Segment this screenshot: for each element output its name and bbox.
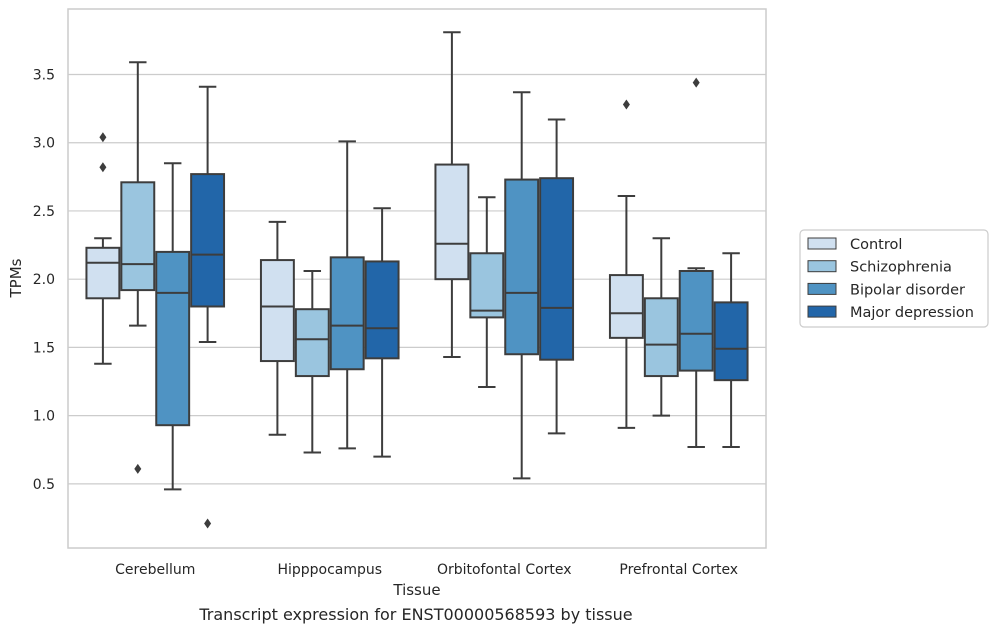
y-tick-label: 3.5 [33, 67, 55, 83]
legend-swatch [807, 282, 837, 295]
box-group [259, 220, 295, 436]
x-tick-label: Cerebellum [115, 562, 195, 578]
box [469, 252, 505, 319]
box-group [608, 99, 644, 429]
y-axis-ticks: 0.5 1.0 1.5 2.0 2.5 3.0 3.5 [33, 67, 55, 492]
box-group [155, 162, 191, 491]
box [190, 173, 226, 308]
box [155, 250, 191, 427]
box-group [120, 61, 156, 474]
box [678, 269, 714, 372]
outlier-point [134, 463, 142, 474]
chart-caption: Transcript expression for ENST0000056859… [199, 605, 633, 624]
y-tick-label: 3.0 [33, 136, 55, 152]
box [608, 274, 644, 339]
box-group [190, 85, 226, 529]
y-tick-label: 1.5 [33, 340, 55, 356]
x-tick-label: Prefrontal Cortex [619, 562, 738, 578]
box [364, 260, 400, 360]
legend-label: Schizophrenia [850, 260, 952, 276]
outlier-point [99, 162, 107, 173]
box-group [294, 269, 330, 454]
box-group [469, 196, 505, 388]
box [504, 178, 540, 356]
box [434, 163, 470, 281]
x-axis-ticks: Cerebellum Hipppocampus Orbitofontal Corte… [115, 562, 738, 578]
box [259, 259, 295, 363]
legend-label: Bipolar disorder [850, 282, 965, 298]
box [539, 177, 575, 361]
legend-label: Major depression [850, 305, 974, 321]
y-tick-label: 1.0 [33, 409, 55, 425]
box-group [643, 237, 679, 417]
x-axis-label: Tissue [392, 581, 440, 599]
outlier-point [622, 99, 630, 110]
box-group [504, 91, 540, 480]
outlier-point [204, 518, 212, 529]
legend-label: Control [850, 237, 902, 253]
y-axis-label: TPMs [7, 258, 25, 298]
box-plot-boxes [85, 31, 749, 529]
outlier-point [99, 132, 107, 143]
box-group [678, 77, 714, 449]
box-group [329, 140, 365, 450]
box [85, 246, 121, 300]
box-group [713, 252, 749, 449]
box-group [364, 207, 400, 458]
box-group [434, 31, 470, 358]
legend-swatch [807, 237, 837, 250]
y-tick-label: 2.5 [33, 204, 55, 220]
legend: Control Schizophrenia Bipolar disorder Majo… [799, 229, 989, 328]
box [643, 297, 679, 378]
box [120, 181, 156, 292]
box [713, 301, 749, 382]
y-tick-label: 0.5 [33, 477, 55, 493]
box [294, 308, 330, 378]
x-tick-label: Hipppocampus [277, 562, 382, 578]
outlier-point [692, 77, 700, 88]
legend-swatch [807, 305, 837, 318]
box [329, 256, 365, 371]
box-group [539, 118, 575, 435]
plot-frame [67, 8, 767, 549]
legend-frame [799, 229, 989, 328]
x-tick-label: Orbitofontal Cortex [437, 562, 572, 578]
box-group [85, 132, 121, 365]
legend-swatch [807, 260, 837, 273]
y-tick-label: 2.0 [33, 272, 55, 288]
